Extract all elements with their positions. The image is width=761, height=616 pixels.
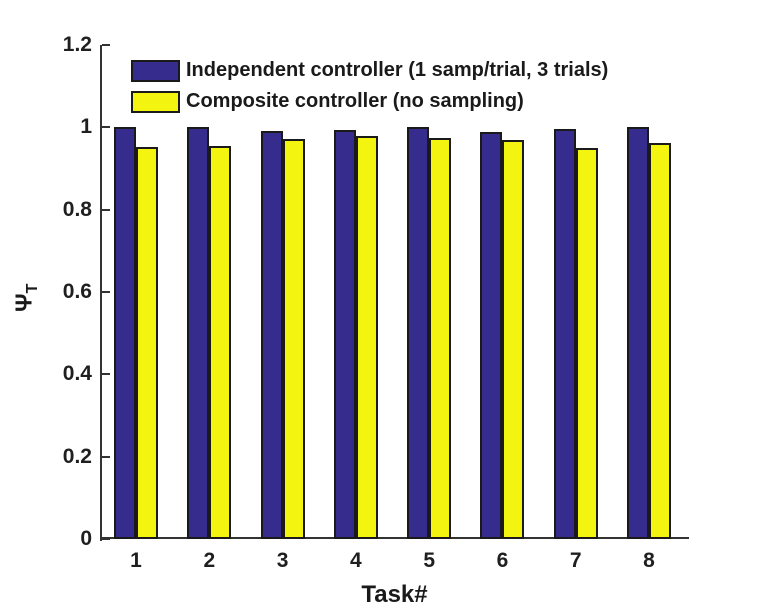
bar-series-0-task-8 (627, 127, 650, 539)
x-axis-spine (100, 537, 689, 539)
x-tick-label: 6 (496, 549, 509, 572)
y-tick (102, 455, 110, 458)
bar-series-1-task-7 (575, 147, 598, 539)
bar-series-0-task-2 (187, 127, 210, 539)
y-tick-label: 1.2 (62, 33, 92, 56)
x-tick-label: 2 (203, 549, 216, 572)
legend: Independent controller (1 samp/trial, 3 … (131, 59, 608, 113)
legend-swatch-series-0 (131, 59, 180, 82)
y-tick (102, 126, 110, 129)
bar-series-0-task-6 (480, 132, 503, 539)
legend-label: Composite controller (no sampling) (186, 90, 524, 112)
bar-series-0-task-3 (260, 131, 283, 539)
x-tick-label: 8 (643, 549, 655, 572)
y-tick-label: 0.4 (62, 362, 92, 386)
y-tick (102, 291, 110, 293)
x-axis-title: Task# (361, 581, 428, 608)
legend-item: Composite controller (no sampling) (131, 90, 608, 113)
y-tick (102, 373, 110, 376)
x-tick-label: 3 (276, 549, 289, 572)
y-tick (102, 538, 110, 540)
y-tick-label: 0.2 (62, 444, 92, 468)
x-tick-label: 4 (350, 549, 362, 572)
y-tick-label: 1 (80, 115, 92, 139)
x-tick-label: 5 (423, 549, 435, 572)
y-axis-spine (100, 45, 102, 541)
bar-series-1-task-1 (136, 147, 158, 539)
bar-series-0-task-5 (407, 127, 430, 539)
legend-label: Independent controller (1 samp/trial, 3 … (186, 59, 609, 81)
legend-item: Independent controller (1 samp/trial, 3 … (131, 59, 608, 82)
bar-series-1-task-2 (209, 145, 232, 539)
bar-series-1-task-3 (282, 138, 305, 539)
bar-series-0-task-1 (114, 127, 136, 539)
y-tick-label: 0 (80, 527, 92, 550)
bar-series-1-task-4 (355, 135, 378, 539)
bar-series-0-task-4 (333, 130, 356, 539)
bar-series-1-task-8 (649, 143, 672, 539)
bar-series-0-task-7 (553, 129, 576, 539)
y-tick-label: 0.6 (62, 280, 92, 303)
bar-series-1-task-6 (502, 139, 525, 539)
x-tick-label: 1 (130, 549, 142, 572)
y-tick (102, 44, 110, 46)
y-tick (102, 208, 110, 211)
y-tick-label: 0.8 (62, 197, 92, 221)
bar-series-1-task-5 (429, 138, 452, 539)
legend-swatch-series-1 (131, 90, 180, 113)
x-tick-label: 7 (569, 549, 582, 572)
